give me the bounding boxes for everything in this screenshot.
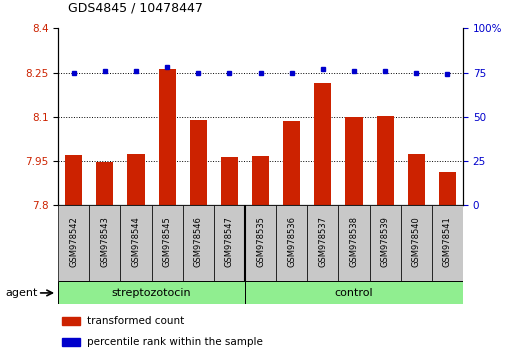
Text: GSM978545: GSM978545 xyxy=(162,217,171,267)
Text: control: control xyxy=(334,288,373,298)
Text: GDS4845 / 10478447: GDS4845 / 10478447 xyxy=(68,1,203,14)
Text: percentile rank within the sample: percentile rank within the sample xyxy=(86,337,262,347)
Text: GSM978542: GSM978542 xyxy=(69,217,78,267)
Bar xyxy=(376,116,393,205)
Bar xyxy=(62,317,80,325)
Bar xyxy=(62,338,80,346)
Bar xyxy=(214,205,244,281)
Bar xyxy=(58,205,89,281)
Bar xyxy=(189,120,207,205)
Bar xyxy=(283,121,299,205)
Bar xyxy=(345,117,362,205)
Text: transformed count: transformed count xyxy=(86,316,183,326)
Text: GSM978538: GSM978538 xyxy=(349,216,358,267)
Text: GSM978547: GSM978547 xyxy=(225,216,233,267)
Bar xyxy=(89,205,120,281)
Bar xyxy=(431,205,462,281)
Text: agent: agent xyxy=(5,288,37,298)
Text: GSM978539: GSM978539 xyxy=(380,216,389,267)
Text: GSM978535: GSM978535 xyxy=(256,216,265,267)
Bar xyxy=(158,69,175,205)
Bar xyxy=(314,83,331,205)
Bar xyxy=(65,155,82,205)
Bar xyxy=(338,205,369,281)
Bar xyxy=(400,205,431,281)
Text: GSM978546: GSM978546 xyxy=(193,216,203,267)
Bar xyxy=(307,205,338,281)
Bar xyxy=(120,205,152,281)
Text: GSM978537: GSM978537 xyxy=(318,216,327,267)
Bar xyxy=(152,205,182,281)
Bar xyxy=(221,157,237,205)
Text: GSM978541: GSM978541 xyxy=(442,217,451,267)
Text: streptozotocin: streptozotocin xyxy=(112,288,191,298)
Bar xyxy=(369,205,400,281)
Bar xyxy=(251,156,269,205)
Text: GSM978536: GSM978536 xyxy=(287,216,295,267)
Bar xyxy=(407,154,424,205)
Text: GSM978543: GSM978543 xyxy=(100,216,109,267)
Bar xyxy=(276,205,307,281)
Text: GSM978540: GSM978540 xyxy=(411,217,420,267)
Bar xyxy=(244,205,276,281)
Bar xyxy=(182,205,214,281)
Text: GSM978544: GSM978544 xyxy=(131,217,140,267)
Bar xyxy=(96,162,113,205)
Bar xyxy=(244,281,462,304)
Bar xyxy=(127,154,144,205)
Bar xyxy=(58,281,244,304)
Bar xyxy=(438,172,455,205)
